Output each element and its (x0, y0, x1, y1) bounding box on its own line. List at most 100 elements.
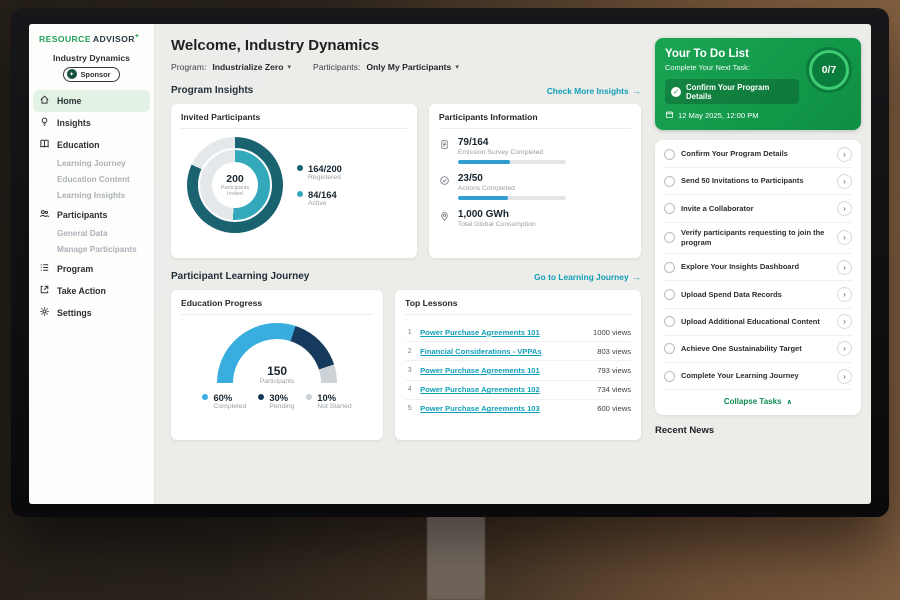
chevron-right-icon[interactable]: › (837, 259, 852, 275)
pending-dot-icon (258, 394, 265, 400)
task-label: Verify participants requesting to join t… (681, 228, 825, 247)
task-row[interactable]: Upload Additional Educational Content › (664, 309, 852, 336)
section-title: Participant Learning Journey (171, 271, 310, 282)
chevron-right-icon[interactable]: › (837, 230, 852, 246)
lesson-row: 4 Power Purchase Agreements 102 734 view… (405, 381, 631, 400)
book-icon (39, 138, 50, 151)
main-content: Welcome, Industry Dynamics Program: Indu… (155, 24, 653, 504)
sidebar-item-label: Participants (57, 209, 108, 220)
stat-consumption: 1,000 GWh Total Global Consumption (439, 209, 631, 228)
task-row[interactable]: Achieve One Sustainability Target › (664, 336, 852, 363)
participants-select[interactable]: Only My Participants ▾ (366, 62, 459, 72)
task-checkbox[interactable] (664, 370, 675, 382)
chevron-right-icon[interactable]: › (837, 341, 852, 357)
next-task-chip[interactable]: ✓ Confirm Your Program Details (665, 79, 799, 104)
lesson-link[interactable]: Power Purchase Agreements 102 (420, 385, 540, 395)
task-checkbox[interactable] (664, 343, 675, 355)
lesson-link[interactable]: Financial Considerations - VPPAs (420, 346, 542, 356)
task-row[interactable]: Confirm Your Program Details › (664, 141, 852, 169)
app-window: RESOURCE ADVISOR+ Industry Dynamics ✦ Spo… (29, 24, 871, 504)
chevron-up-icon: ∧ (786, 398, 793, 406)
stat-value: 1,000 GWh (457, 209, 509, 220)
task-row[interactable]: Send 50 Invitations to Participants › (664, 168, 852, 196)
learning-journey-header: Participant Learning Journey Go to Learn… (171, 271, 641, 282)
task-checkbox[interactable] (664, 148, 675, 160)
sidebar-item-manage-participants[interactable]: Manage Participants (29, 242, 154, 258)
sidebar-item-learning-insights[interactable]: Learning Insights (29, 188, 154, 204)
sidebar-item-general-data[interactable]: General Data (29, 226, 154, 242)
sidebar-item-home[interactable]: Home (33, 89, 150, 112)
go-to-learning-journey-link[interactable]: Go to Learning Journey → (534, 272, 641, 282)
chevron-right-icon[interactable]: › (837, 287, 852, 303)
lesson-link[interactable]: Power Purchase Agreements 101 (420, 365, 540, 375)
todo-title: Your To Do List (665, 48, 749, 60)
collapse-tasks-link[interactable]: Collapse Tasks ∧ (664, 390, 852, 414)
sidebar-item-learning-journey[interactable]: Learning Journey (29, 156, 154, 172)
legend-value: 84/164 (308, 189, 337, 200)
sidebar-item-label: Take Action (57, 285, 106, 296)
chevron-right-icon[interactable]: › (837, 146, 852, 162)
task-row[interactable]: Complete Your Learning Journey › (664, 363, 852, 391)
invited-legend: 164/200 Registered 84/164 Active (297, 155, 342, 215)
task-row[interactable]: Explore Your Insights Dashboard › (664, 254, 852, 282)
calendar-icon (665, 110, 674, 121)
sidebar-item-participants[interactable]: Participants (29, 204, 154, 226)
legend-value: 30% (269, 392, 289, 403)
chevron-down-icon: ▾ (287, 64, 292, 71)
gauge-center-value: 150 (267, 364, 288, 378)
arrow-right-icon: → (632, 85, 641, 96)
gauge-center: 150 Participants (217, 364, 337, 385)
chevron-right-icon[interactable]: › (837, 173, 852, 189)
check-more-insights-link[interactable]: Check More Insights → (547, 86, 641, 96)
program-select-value: Industrialize Zero (212, 62, 284, 72)
chevron-right-icon[interactable]: › (837, 314, 852, 330)
top-lessons-card: Top Lessons 1 Power Purchase Agreements … (395, 290, 641, 440)
task-checkbox[interactable] (664, 289, 675, 301)
link-label: Check More Insights (546, 85, 629, 96)
donut-center-value: 200 (226, 172, 244, 185)
sidebar-item-label: Insights (57, 117, 91, 128)
donut-center: 200 Participants Invited (212, 162, 258, 208)
stat-label: Emission Survey Completed (457, 149, 544, 156)
lesson-rank: 3 (407, 366, 412, 374)
todo-progress-value: 0/7 (821, 64, 837, 76)
program-select[interactable]: Industrialize Zero ▾ (212, 62, 291, 72)
sidebar-item-take-action[interactable]: Take Action (29, 280, 154, 302)
sidebar-item-education-content[interactable]: Education Content (29, 172, 154, 188)
lesson-views: 1000 views (593, 327, 631, 337)
stat-emission-survey: 79/164 Emission Survey Completed (439, 137, 631, 164)
task-row[interactable]: Upload Spend Data Records › (664, 281, 852, 309)
sidebar-item-program[interactable]: Program (29, 258, 154, 280)
logo-advisor: ADVISOR (92, 33, 135, 44)
gear-icon (39, 306, 50, 319)
collapse-label: Collapse Tasks (723, 397, 782, 407)
task-row[interactable]: Invite a Collaborator › (664, 195, 852, 223)
task-checkbox[interactable] (664, 175, 675, 187)
chevron-right-icon[interactable]: › (837, 368, 852, 384)
task-label: Explore Your Insights Dashboard (681, 262, 800, 272)
lesson-rank: 4 (407, 386, 412, 394)
task-checkbox[interactable] (664, 202, 675, 214)
sidebar-item-education[interactable]: Education (29, 134, 154, 156)
chevron-right-icon[interactable]: › (837, 200, 852, 216)
org-name: Industry Dynamics (53, 52, 130, 63)
participants-information-card: Participants Information 79/164 Emission… (428, 104, 641, 258)
legend-value: 60% (213, 392, 233, 403)
sidebar-item-settings[interactable]: Settings (29, 302, 154, 324)
lesson-link[interactable]: Power Purchase Agreements 101 (420, 327, 540, 337)
logo-resource: RESOURCE (39, 33, 91, 44)
card-title: Invited Participants (181, 112, 407, 129)
sponsor-label: Sponsor (80, 69, 111, 79)
task-checkbox[interactable] (664, 232, 675, 244)
todo-panel: Your To Do List Complete Your Next Task:… (653, 24, 871, 504)
logo-plus: + (134, 33, 140, 40)
list-icon (39, 262, 50, 275)
task-checkbox[interactable] (664, 261, 675, 273)
recent-news-title: Recent News (655, 425, 715, 437)
sidebar-item-insights[interactable]: Insights (29, 112, 154, 134)
task-row[interactable]: Verify participants requesting to join t… (664, 223, 852, 255)
lesson-link[interactable]: Power Purchase Agreements 103 (420, 404, 540, 414)
legend-label: Registered (308, 174, 341, 181)
task-checkbox[interactable] (664, 316, 675, 328)
